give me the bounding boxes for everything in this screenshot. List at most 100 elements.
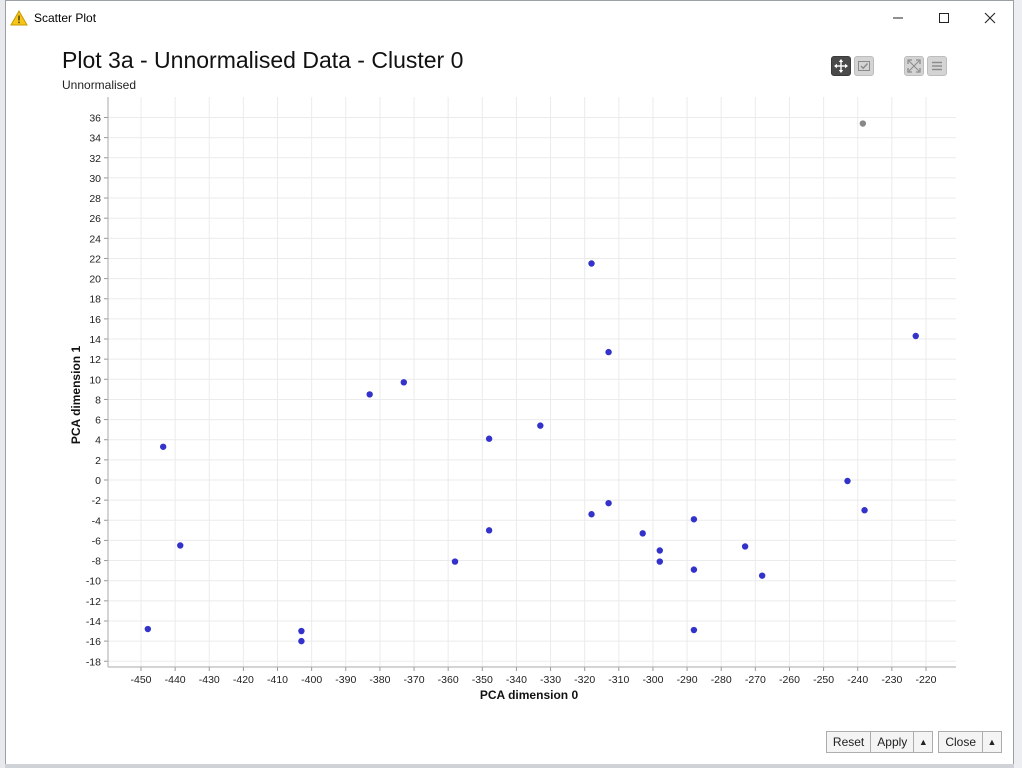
data-point[interactable] <box>588 260 595 267</box>
data-point[interactable] <box>605 348 612 356</box>
x-tick-label: -310 <box>608 674 629 686</box>
apply-button[interactable]: Apply <box>870 731 915 753</box>
x-tick-label: -270 <box>745 674 766 686</box>
data-point[interactable] <box>485 435 493 442</box>
y-tick-label: 22 <box>89 253 101 265</box>
x-tick-label: -280 <box>711 674 732 686</box>
data-point[interactable] <box>844 477 851 485</box>
y-tick-label: 30 <box>89 173 101 185</box>
plot-area-container: Plot 3a - Unnormalised Data - Cluster 0 … <box>6 35 1013 764</box>
interaction-mode-toolbar <box>831 56 874 76</box>
y-tick-label: 6 <box>95 415 101 427</box>
apply-options-button[interactable]: ▲ <box>913 731 934 753</box>
data-point[interactable] <box>366 391 373 398</box>
close-icon <box>984 12 996 24</box>
data-point[interactable] <box>690 626 698 634</box>
title-bar[interactable]: Scatter Plot <box>6 1 1013 35</box>
y-tick-label: -12 <box>86 596 101 608</box>
x-tick-label: -220 <box>915 674 936 686</box>
y-tick-label: -2 <box>92 495 101 507</box>
minimize-button[interactable] <box>875 1 921 35</box>
x-tick-label: -440 <box>165 674 186 686</box>
y-tick-label: -16 <box>86 636 101 648</box>
close-options-button[interactable]: ▲ <box>982 731 1002 753</box>
warning-icon <box>10 9 28 27</box>
y-tick-label: 8 <box>95 394 101 406</box>
x-tick-label: -420 <box>233 674 254 686</box>
view-toolbar <box>904 56 947 76</box>
x-tick-label: -430 <box>199 674 220 686</box>
data-point[interactable] <box>912 332 919 340</box>
y-tick-label: -6 <box>92 535 101 547</box>
x-tick-label: -290 <box>677 674 698 686</box>
y-tick-label: 24 <box>89 233 101 245</box>
dialog-footer: Reset Apply ▲ Close ▲ <box>825 731 1002 753</box>
selection-mode-button[interactable] <box>854 56 874 76</box>
data-point[interactable] <box>656 558 663 565</box>
y-tick-label: 18 <box>89 294 101 306</box>
y-tick-label: 32 <box>89 153 101 165</box>
data-point[interactable] <box>144 625 152 633</box>
x-tick-label: -300 <box>642 674 663 686</box>
data-point[interactable] <box>861 507 868 514</box>
y-tick-label: -8 <box>92 556 101 568</box>
data-point[interactable] <box>400 379 408 386</box>
data-point[interactable] <box>485 527 493 534</box>
x-tick-label: -240 <box>847 674 868 686</box>
data-point[interactable] <box>741 543 749 550</box>
chart-grid <box>108 97 956 667</box>
data-point[interactable] <box>298 637 305 645</box>
y-tick-label: 4 <box>95 435 101 447</box>
highlighted-data-point[interactable] <box>859 120 867 127</box>
data-point[interactable] <box>159 443 167 450</box>
y-tick-label: 0 <box>95 475 101 487</box>
x-axis-title: PCA dimension 0 <box>480 688 579 702</box>
fullscreen-button[interactable] <box>904 56 924 76</box>
data-point[interactable] <box>656 547 663 554</box>
data-point[interactable] <box>758 572 766 579</box>
scatter-chart[interactable]: -18-16-14-12-10-8-6-4-202468101214161820… <box>6 35 1013 764</box>
data-point[interactable] <box>690 516 698 523</box>
data-point[interactable] <box>605 499 612 507</box>
y-tick-label: -18 <box>86 656 101 668</box>
scatter-plot-window: Scatter Plot Plot 3a - Unnormalised Data… <box>5 0 1014 764</box>
data-point[interactable] <box>588 511 595 518</box>
background-right-edge <box>1014 0 1022 768</box>
data-point[interactable] <box>177 542 184 549</box>
data-point[interactable] <box>298 627 305 635</box>
y-tick-label: 20 <box>89 274 101 286</box>
data-point[interactable] <box>639 530 646 537</box>
reset-button[interactable]: Reset <box>825 731 872 753</box>
data-point[interactable] <box>690 566 698 573</box>
y-tick-label: 14 <box>89 334 101 346</box>
y-tick-label: -10 <box>86 576 101 588</box>
move-icon <box>834 59 848 73</box>
y-tick-label: -14 <box>86 616 101 628</box>
maximize-icon <box>939 13 949 23</box>
y-tick-label: 36 <box>89 112 101 124</box>
chart-axes <box>104 97 956 671</box>
pan-zoom-button[interactable] <box>831 56 851 76</box>
close-dialog-button[interactable]: Close <box>938 731 983 753</box>
y-tick-label: 16 <box>89 314 101 326</box>
y-tick-label: 26 <box>89 213 101 225</box>
y-axis-ticks: -18-16-14-12-10-8-6-4-202468101214161820… <box>86 112 101 668</box>
close-button[interactable] <box>967 1 1013 35</box>
x-axis-ticks: -450 -440 -430 -420 -410 -400 -390 -380 -370 -360… <box>130 674 936 686</box>
hamburger-menu-icon <box>932 61 942 71</box>
x-tick-label: -350 <box>472 674 493 686</box>
chart-title: Plot 3a - Unnormalised Data - Cluster 0 <box>62 47 464 73</box>
x-tick-label: -360 <box>438 674 459 686</box>
expand-icon <box>907 59 921 73</box>
data-point[interactable] <box>537 422 544 429</box>
y-tick-label: 34 <box>89 133 101 145</box>
data-point[interactable] <box>451 558 459 565</box>
y-tick-label: 2 <box>95 455 101 467</box>
menu-button[interactable] <box>927 56 947 76</box>
y-tick-label: 12 <box>89 354 101 366</box>
x-tick-label: -340 <box>506 674 527 686</box>
x-tick-label: -260 <box>779 674 800 686</box>
x-tick-label: -370 <box>404 674 425 686</box>
maximize-button[interactable] <box>921 1 967 35</box>
x-tick-label: -380 <box>369 674 390 686</box>
